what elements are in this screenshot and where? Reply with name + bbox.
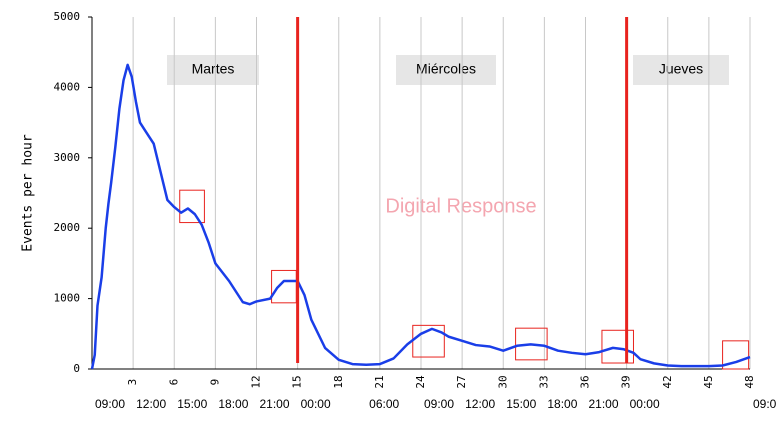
y-axis-label: Events per hour bbox=[21, 134, 36, 252]
highlight-box bbox=[601, 329, 634, 364]
x-tick-label: 36 bbox=[579, 375, 592, 388]
x-tick-label: 3 bbox=[126, 379, 139, 386]
x2-tick-label: 06:00 bbox=[369, 397, 399, 411]
day-label: Martes bbox=[192, 61, 235, 77]
day-box bbox=[396, 55, 496, 85]
y-tick-label: 1000 bbox=[54, 292, 81, 305]
x2-tick-label: 09:00 bbox=[424, 397, 454, 411]
x-tick-label: 6 bbox=[167, 379, 180, 386]
day-box bbox=[633, 55, 729, 85]
x-tick-label: 24 bbox=[414, 375, 427, 389]
x2-tick-label: 00:00 bbox=[301, 397, 331, 411]
highlight-box bbox=[515, 327, 548, 361]
x2-tick-label: 09:00 bbox=[753, 397, 776, 411]
x2-tick-label: 12:00 bbox=[465, 397, 495, 411]
highlight-box bbox=[722, 340, 750, 370]
x-tick-label: 48 bbox=[743, 375, 756, 388]
watermark: Digital Response bbox=[385, 195, 536, 217]
x2-tick-label: 12:00 bbox=[136, 397, 166, 411]
y-tick-label: 4000 bbox=[54, 80, 81, 93]
y-tick-label: 5000 bbox=[54, 10, 81, 23]
y-tick-label: 3000 bbox=[54, 151, 81, 164]
data-line bbox=[90, 63, 751, 370]
day-label: Jueves bbox=[659, 61, 703, 77]
y-tick-label: 2000 bbox=[54, 221, 81, 234]
x-tick-label: 15 bbox=[291, 375, 304, 388]
x-tick-label: 42 bbox=[661, 375, 674, 388]
x2-tick-label: 21:00 bbox=[259, 397, 289, 411]
x-tick-label: 27 bbox=[455, 375, 468, 388]
x2-tick-label: 09:00 bbox=[95, 397, 125, 411]
x-tick-label: 21 bbox=[373, 375, 386, 388]
x-tick-label: 9 bbox=[208, 379, 221, 386]
x-tick-label: 39 bbox=[620, 375, 633, 388]
highlight-box bbox=[179, 189, 205, 224]
x-tick-label: 45 bbox=[702, 375, 715, 388]
x2-tick-label: 15:00 bbox=[506, 397, 536, 411]
x-tick-label: 33 bbox=[537, 375, 550, 388]
x-tick-label: 12 bbox=[250, 375, 263, 388]
y-tick-label: 0 bbox=[73, 362, 80, 375]
x2-tick-label: 18:00 bbox=[547, 397, 577, 411]
x-tick-label: 18 bbox=[332, 375, 345, 388]
day-box bbox=[167, 55, 259, 85]
x2-tick-label: 15:00 bbox=[177, 397, 207, 411]
day-label: Miércoles bbox=[416, 61, 476, 77]
x2-tick-label: 00:00 bbox=[630, 397, 660, 411]
x2-tick-label: 18:00 bbox=[218, 397, 248, 411]
x2-tick-label: 21:00 bbox=[588, 397, 618, 411]
x-tick-label: 30 bbox=[496, 375, 509, 388]
